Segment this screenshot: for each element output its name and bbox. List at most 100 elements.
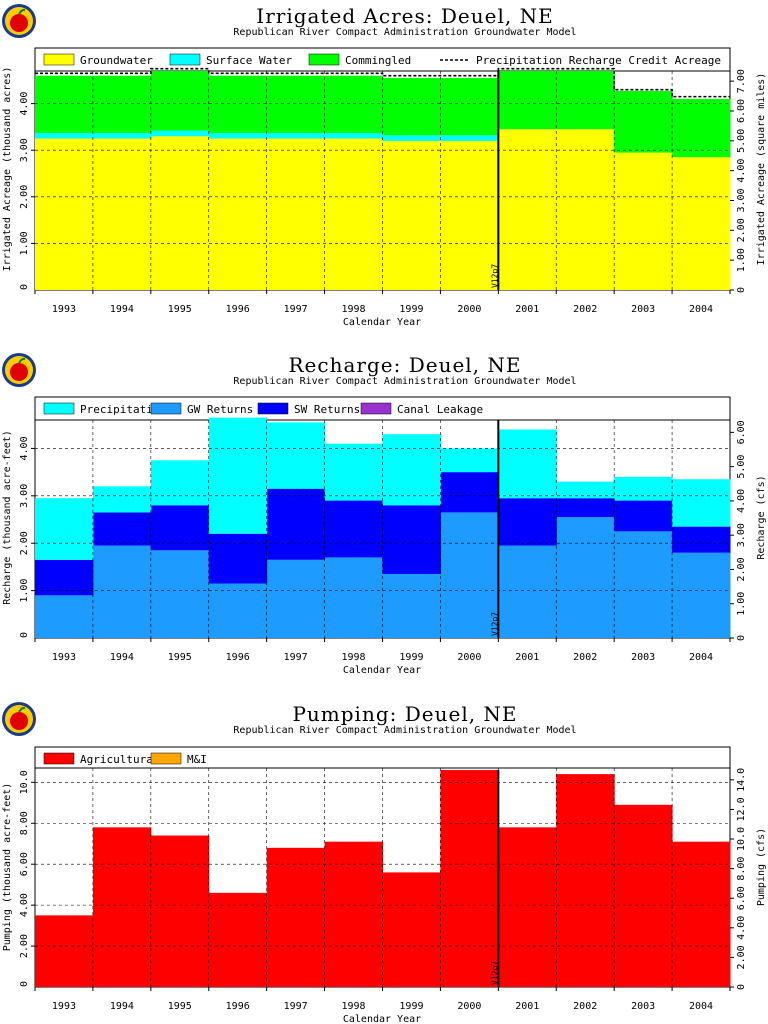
model-version-label: V12p7 [490, 612, 499, 636]
x-axis-title: Calendar Year [343, 665, 421, 676]
x-tick-label: 1994 [110, 1001, 134, 1012]
legend-swatch-1 [43, 752, 75, 765]
bar-groundwater-1998 [324, 138, 383, 290]
bar-groundwater-2001 [498, 129, 557, 290]
y-tick-label: 2.00 [19, 185, 30, 209]
legend-swatch-1 [43, 402, 75, 415]
y2-axis-title: Pumping (cfs) [756, 828, 767, 906]
x-tick-label: 1996 [226, 652, 250, 663]
x-tick-label: 2002 [573, 1001, 597, 1012]
bar-gw-returns-1995 [150, 550, 210, 638]
bar-agricultural-1994 [92, 827, 152, 987]
x-tick-label: 1996 [226, 304, 250, 315]
bar-precipitation-2002 [556, 481, 615, 499]
bar-surface-water-1999 [382, 135, 441, 141]
bar-agricultural-1999 [382, 872, 441, 987]
legend-swatch-1 [43, 53, 75, 66]
y2-tick-label: 5.00 [736, 455, 747, 479]
x-tick-label: 2001 [515, 652, 539, 663]
legend-label-3: Commingled [345, 54, 411, 67]
plot-area [35, 770, 731, 987]
bar-commingled-1997 [266, 75, 326, 133]
bar-commingled-2001 [498, 71, 557, 130]
x-tick-label: 2001 [515, 304, 539, 315]
x-tick-label: 1999 [399, 304, 423, 315]
y2-tick-label: 10.0 [736, 827, 747, 851]
bar-gw-returns-2002 [556, 517, 615, 638]
legend-swatch-2 [150, 402, 182, 415]
plot-area [35, 417, 731, 638]
logo-apple [10, 712, 28, 730]
apple-logo-icon [2, 353, 36, 387]
bar-surface-water-1995 [150, 130, 210, 137]
bar-agricultural-1997 [266, 847, 326, 987]
x-tick-label: 1997 [284, 652, 308, 663]
bar-surface-water-1996 [208, 132, 268, 139]
bar-agricultural-1993 [35, 915, 94, 987]
y-tick-label: 4.00 [19, 893, 30, 917]
bar-agricultural-2002 [556, 774, 615, 987]
legend-label-2: M&I [187, 753, 207, 766]
bar-precipitation-1994 [92, 486, 152, 513]
chart-subtitle: Republican River Compact Administration … [233, 725, 576, 736]
y2-tick-label: 4.00 [736, 159, 747, 183]
bar-commingled-1995 [150, 71, 210, 131]
line-precipitation-recharge-credit [35, 67, 730, 98]
bar-agricultural-1995 [150, 835, 210, 987]
y2-tick-label: 1.00 [736, 248, 747, 272]
x-tick-label: 1993 [52, 304, 76, 315]
y-axis-title: Pumping (thousand acre-feet) [2, 783, 13, 952]
y2-tick-label: 0 [736, 287, 747, 293]
bar-sw-returns-1998 [324, 500, 383, 558]
legend-label-3: SW Returns [294, 403, 360, 416]
x-tick-label: 1993 [52, 1001, 76, 1012]
y-tick-label: 1.00 [19, 231, 30, 255]
y2-tick-label: 2.00 [736, 218, 747, 242]
y-tick-label: 4.00 [19, 92, 30, 116]
bar-commingled-2002 [556, 71, 615, 130]
bar-commingled-2003 [614, 91, 673, 153]
logo-leaf [18, 8, 26, 15]
bar-sw-returns-2004 [672, 526, 731, 553]
y2-axis-title: Irrigated Acreage (square miles) [756, 73, 767, 266]
bar-precipitation-1996 [208, 417, 268, 534]
bar-precipitation-2001 [498, 429, 557, 499]
bar-sw-returns-1999 [382, 505, 441, 575]
y2-tick-label: 14.0 [736, 768, 747, 792]
y-tick-label: 0 [19, 284, 30, 290]
bar-gw-returns-1999 [382, 574, 441, 638]
x-axis-title: Calendar Year [343, 1014, 421, 1024]
y-tick-label: 0 [19, 632, 30, 638]
bar-precipitation-1993 [35, 498, 94, 560]
bar-groundwater-2004 [672, 157, 731, 290]
y-axis-title: Recharge (thousand acre-feet) [2, 430, 13, 605]
bar-groundwater-1999 [382, 140, 441, 290]
bar-groundwater-2003 [614, 152, 673, 290]
y-tick-label: 4.00 [19, 436, 30, 460]
x-tick-label: 2004 [689, 1001, 713, 1012]
bar-commingled-2000 [440, 77, 499, 136]
y-tick-label: 8.00 [19, 811, 30, 835]
legend-swatch-2 [150, 752, 182, 765]
x-tick-label: 1994 [110, 652, 134, 663]
y-tick-label: 1.00 [19, 579, 30, 603]
bar-groundwater-1994 [92, 138, 152, 290]
y-tick-label: 0 [19, 981, 30, 987]
bar-gw-returns-2004 [672, 552, 731, 638]
x-tick-label: 1995 [168, 1001, 192, 1012]
y2-tick-label: 12.0 [736, 797, 747, 821]
x-tick-label: 2001 [515, 1001, 539, 1012]
legend-label-4: Precipitation Recharge Credit Acreage [476, 54, 721, 67]
bar-sw-returns-2001 [498, 498, 557, 546]
y-tick-label: 6.00 [19, 852, 30, 876]
x-tick-label: 2000 [457, 304, 481, 315]
bar-groundwater-1996 [208, 138, 268, 290]
bar-sw-returns-1996 [208, 533, 268, 584]
y-tick-label: 2.00 [19, 531, 30, 555]
bar-commingled-1994 [92, 75, 152, 133]
logo-leaf [18, 357, 26, 364]
bar-commingled-1996 [208, 75, 268, 133]
logo-apple [10, 363, 28, 381]
